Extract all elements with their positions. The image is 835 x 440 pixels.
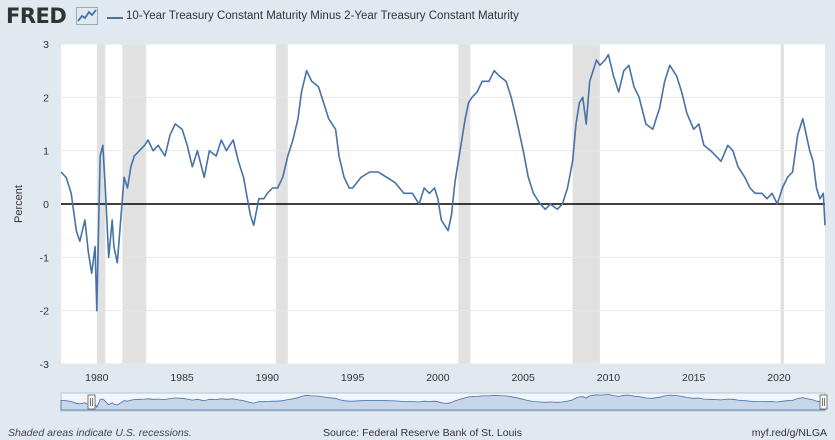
y-axis-ticks: 3 2 1 0 -1 -2 -3 <box>40 39 50 371</box>
y-tick-label: -2 <box>40 306 49 318</box>
chart-header: FRED 10-Year Treasury Constant Maturity … <box>0 0 835 38</box>
line-chart[interactable]: 3 2 1 0 -1 -2 -3 1980 1985 1990 1995 2000 2005 2010 2… <box>0 34 835 424</box>
series-title[interactable]: 10-Year Treasury Constant Maturity Minus… <box>126 10 519 22</box>
chart-line-icon <box>76 7 98 25</box>
y-tick-label: 0 <box>43 199 49 211</box>
x-tick-label: 1985 <box>170 372 194 384</box>
x-tick-label: 1995 <box>341 372 365 384</box>
source-credit: Source: Federal Reserve Bank of St. Loui… <box>323 427 523 439</box>
y-tick-label: -3 <box>40 359 49 371</box>
navigator-sparkline <box>60 394 826 411</box>
navigator-right-handle[interactable] <box>819 394 828 410</box>
y-tick-label: 3 <box>43 39 49 51</box>
y-tick-label: -1 <box>40 252 49 264</box>
series-line[interactable] <box>60 53 826 312</box>
fred-logo[interactable]: FRED <box>6 4 67 28</box>
y-tick-label: 2 <box>43 92 49 104</box>
x-tick-label: 2015 <box>682 372 706 384</box>
y-tick-label: 1 <box>43 146 49 158</box>
y-axis-label: Percent <box>13 185 25 223</box>
legend-line-swatch <box>107 17 123 19</box>
x-tick-label: 1980 <box>85 372 109 384</box>
x-axis-ticks: 1980 1985 1990 1995 2000 2005 2010 2015 2020 <box>85 372 791 384</box>
x-tick-label: 1990 <box>256 372 280 384</box>
x-tick-label: 2005 <box>511 372 535 384</box>
x-tick-label: 2020 <box>767 372 791 384</box>
navigator-left-handle[interactable] <box>87 394 96 410</box>
recession-note: Shaded areas indicate U.S. recessions. <box>8 427 192 439</box>
x-tick-label: 2000 <box>426 372 450 384</box>
x-tick-label: 2010 <box>597 372 621 384</box>
chart-footer: Shaded areas indicate U.S. recessions. S… <box>0 426 835 440</box>
short-link[interactable]: myf.red/g/NLGA <box>751 427 827 439</box>
range-navigator[interactable] <box>60 392 828 412</box>
